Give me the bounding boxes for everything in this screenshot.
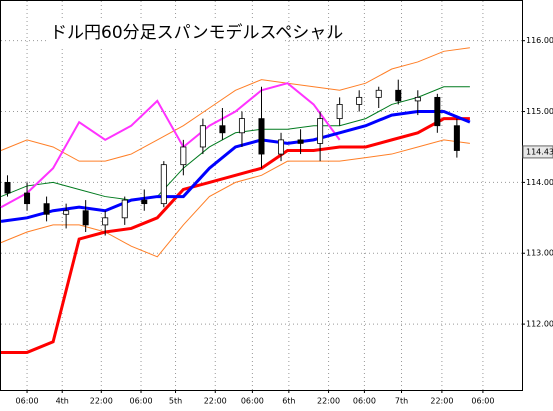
candle-body [356,96,363,105]
candle-body [395,89,402,102]
candle-body [219,125,226,134]
candle-body [336,104,343,120]
y-tick-label: 112.00 [526,320,553,329]
x-tick-label: 06:00 [16,397,39,406]
x-tick-label: 22:00 [90,397,113,406]
y-tick-label: 116.00 [526,36,553,45]
x-tick-label: 5th [169,397,182,406]
x-tick-label: 22:00 [204,397,227,406]
candle-body [180,146,187,166]
plot-frame [0,0,523,391]
candle-body [434,96,441,127]
candle-body [199,125,206,148]
last-price-label: 114.43 [526,147,553,156]
x-tick-label: 22:00 [430,397,453,406]
x-tick-label: 06:00 [353,397,376,406]
x-tick-label: 4th [56,397,69,406]
indicator-line [0,47,470,162]
y-tick-label: 114.00 [526,178,553,187]
chart-title: ドル円60分足スパンモデルスペシャル [50,22,343,43]
candle-body [141,199,148,205]
x-tick-label: 06:00 [471,397,494,406]
candle-body [24,192,31,205]
candle-body [258,118,265,155]
indicator-line [0,110,471,223]
x-tick-label: 6th [282,397,295,406]
indicator-line [0,86,470,201]
candle-body [297,139,304,144]
y-tick-label: 115.00 [526,107,553,116]
candle-body [278,139,285,155]
indicator-line [0,139,470,258]
candle-body [238,118,245,134]
x-tick-label: 7th [395,397,408,406]
x-tick-label: 06:00 [241,397,264,406]
indicator-line [0,82,341,209]
candle-body [43,203,50,215]
title-background [46,20,282,46]
y-tick-label: 113.00 [526,249,553,258]
x-tick-label: 06:00 [129,397,152,406]
indicator-line [1,117,470,354]
x-tick-label: 22:00 [317,397,340,406]
candle-body [317,118,324,144]
candle-body [82,210,89,226]
last-price-box [522,145,553,159]
candle-body [4,181,11,194]
candle-body [63,210,70,215]
candle-body [160,164,167,205]
candle-body [453,125,460,151]
candle-body [121,199,128,219]
candle-body [102,217,109,226]
candle-body [375,89,382,98]
candle-body [414,96,421,102]
